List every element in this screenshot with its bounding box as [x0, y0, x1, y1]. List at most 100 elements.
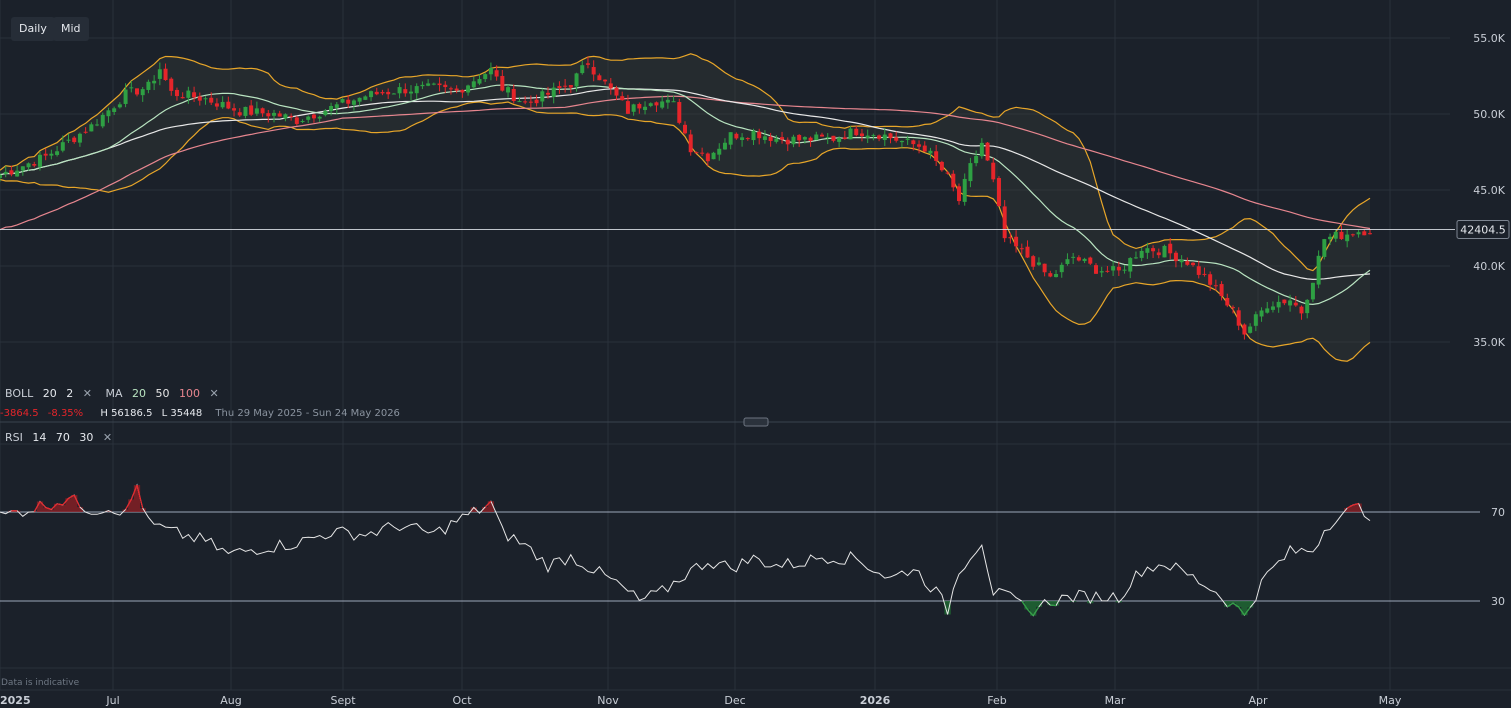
candle-body	[329, 105, 334, 112]
boll-label[interactable]: BOLL	[5, 387, 34, 400]
candle-body	[517, 101, 522, 103]
candle-body	[249, 105, 254, 115]
candle-body	[317, 116, 322, 119]
ma-label[interactable]: MA	[105, 387, 123, 400]
close-rsi-icon[interactable]: ✕	[102, 431, 113, 444]
candle-body	[728, 132, 733, 145]
close-ma-icon[interactable]: ✕	[209, 387, 219, 400]
candle-body	[140, 89, 145, 96]
candle-body	[882, 134, 887, 141]
time-tick-label: 2026	[860, 694, 891, 707]
candle-body	[477, 79, 482, 84]
boll-mult: 2	[66, 387, 74, 400]
pane-divider[interactable]	[0, 417, 1511, 427]
candle-body	[700, 152, 705, 154]
candle-body	[203, 98, 208, 100]
candle-body	[1019, 248, 1024, 250]
mid-button[interactable]: Mid	[53, 17, 89, 41]
candlesticks	[0, 56, 1372, 340]
candle-body	[26, 163, 31, 168]
candle-body	[1270, 306, 1275, 310]
candle-body	[55, 151, 60, 155]
candle-body	[1111, 266, 1116, 271]
candle-body	[740, 137, 745, 140]
candle-body	[351, 100, 356, 105]
candle-body	[563, 85, 568, 87]
candle-body	[791, 136, 796, 145]
close-boll-icon[interactable]: ✕	[82, 387, 92, 400]
candle-body	[568, 85, 573, 88]
candle-body	[232, 108, 237, 111]
candle-body	[671, 101, 676, 103]
rsi-tick-30: 30	[1491, 595, 1505, 608]
candle-body	[1356, 232, 1361, 235]
candle-body	[808, 137, 813, 142]
candle-body	[197, 96, 202, 101]
data-note: Data is indicative	[1, 678, 80, 688]
candle-body	[1202, 273, 1207, 275]
candle-body	[1299, 306, 1304, 314]
candle-body	[768, 136, 773, 141]
candle-body	[106, 110, 111, 117]
candle-body	[66, 139, 71, 141]
rsi-label[interactable]: RSI	[5, 431, 23, 444]
candle-body	[414, 86, 419, 94]
candle-body	[928, 150, 933, 154]
candle-body	[648, 103, 653, 106]
candle-body	[420, 84, 425, 87]
candle-body	[894, 137, 899, 141]
candle-body	[431, 83, 436, 85]
candle-body	[254, 108, 259, 114]
candle-body	[1076, 257, 1081, 261]
candle-body	[523, 101, 528, 103]
candle-body	[934, 151, 939, 161]
candle-body	[1242, 324, 1247, 335]
candle-body	[174, 89, 179, 97]
candle-body	[1322, 239, 1327, 257]
candle-body	[43, 153, 48, 156]
rsi-lower: 30	[79, 431, 94, 444]
candle-body	[483, 74, 488, 80]
candle-body	[939, 161, 944, 171]
candle-body	[266, 113, 271, 117]
candle-body	[591, 67, 596, 75]
candle-body	[89, 124, 94, 132]
candle-body	[1185, 261, 1190, 265]
candle-body	[397, 87, 402, 94]
time-tick-label: May	[1379, 694, 1402, 707]
last-price-label: 42404.5	[1460, 223, 1506, 236]
candle-body	[1014, 236, 1019, 247]
candle-body	[1168, 243, 1173, 254]
candle-body	[585, 63, 590, 65]
candle-body	[1031, 256, 1036, 267]
candle-body	[83, 131, 88, 133]
candle-body	[1282, 299, 1287, 304]
candle-body	[157, 69, 162, 79]
price-tick-label: 45.0K	[1473, 184, 1505, 197]
candle-body	[32, 164, 37, 166]
time-tick-label: Feb	[987, 694, 1006, 707]
ma50-period: 50	[155, 387, 170, 400]
candle-body	[129, 87, 134, 89]
candle-body	[574, 73, 579, 87]
time-tick-label: Oct	[452, 694, 472, 707]
candle-body	[957, 186, 961, 202]
ma20-line	[0, 84, 1371, 306]
candle-body	[745, 138, 750, 140]
candle-body	[311, 114, 316, 119]
candle-body	[346, 99, 351, 104]
candle-body	[277, 113, 282, 117]
daily-button[interactable]: Daily	[11, 17, 55, 41]
candle-body	[1156, 252, 1161, 256]
candle-body	[374, 91, 379, 95]
candle-body	[37, 154, 42, 167]
candle-body	[945, 172, 950, 174]
candle-body	[1253, 314, 1258, 326]
candle-body	[705, 153, 710, 162]
candle-body	[300, 120, 305, 123]
candle-body	[637, 103, 642, 109]
candle-body	[608, 83, 613, 89]
candle-body	[1236, 310, 1241, 326]
candle-body	[1345, 234, 1350, 242]
